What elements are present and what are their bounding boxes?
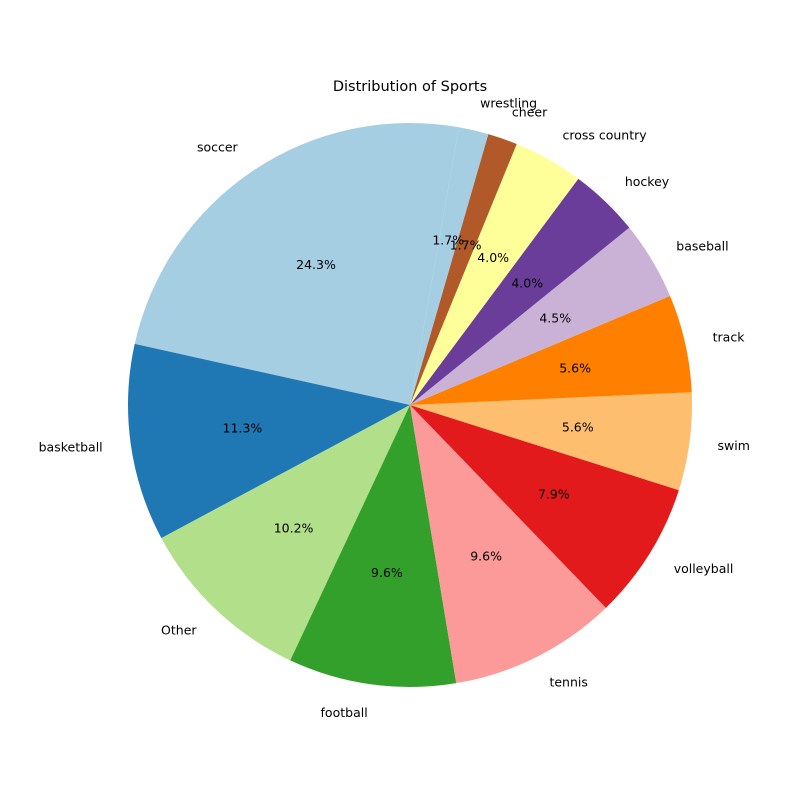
pie-slice-soccer xyxy=(134,123,459,406)
pct-label-cheer: 1.7% xyxy=(450,238,482,253)
pie-slice-wrestling xyxy=(410,127,489,405)
pie-slice-volleyball xyxy=(410,405,679,608)
chart-title: Distribution of Sports xyxy=(333,79,487,95)
category-label-soccer: soccer xyxy=(197,140,239,155)
pct-label-basketball: 11.3% xyxy=(223,421,263,436)
pct-label-track: 5.6% xyxy=(559,360,591,375)
category-label-volleyball: volleyball xyxy=(674,561,734,576)
category-label-wrestling: wrestling xyxy=(480,95,537,110)
pie-slice-basketball xyxy=(127,343,410,539)
pie-slice-hockey xyxy=(410,178,630,405)
pct-label-cross-country: 4.0% xyxy=(477,250,509,265)
pct-label-swim: 5.6% xyxy=(562,420,594,435)
category-label-cross-country: cross country xyxy=(562,127,647,142)
category-label-cheer: cheer xyxy=(512,105,548,120)
category-label-football: football xyxy=(321,705,368,720)
pct-label-football: 9.6% xyxy=(371,565,403,580)
pie-slice-track xyxy=(410,295,692,405)
category-label-hockey: hockey xyxy=(625,174,670,189)
category-label-baseball: baseball xyxy=(676,238,728,253)
category-label-swim: swim xyxy=(718,438,750,453)
category-label-other: Other xyxy=(161,623,197,638)
category-label-tennis: tennis xyxy=(549,675,587,690)
pct-label-tennis: 9.6% xyxy=(470,549,502,564)
category-label-track: track xyxy=(713,329,746,344)
pct-label-hockey: 4.0% xyxy=(511,275,543,290)
pct-label-other: 10.2% xyxy=(274,520,314,535)
pct-label-soccer: 24.3% xyxy=(296,257,336,272)
pct-label-baseball: 4.5% xyxy=(539,311,571,326)
pie-slice-cheer xyxy=(410,134,517,405)
pie-slice-other xyxy=(161,405,410,661)
pct-label-wrestling: 1.7% xyxy=(432,233,464,248)
pie-slice-baseball xyxy=(410,227,671,405)
pie-slice-tennis xyxy=(410,405,606,684)
pie-slice-cross-country xyxy=(410,143,579,405)
category-label-basketball: basketball xyxy=(39,440,103,455)
pie-slice-football xyxy=(290,405,457,687)
pct-label-volleyball: 7.9% xyxy=(538,487,570,502)
pie-slice-swim xyxy=(410,392,692,491)
